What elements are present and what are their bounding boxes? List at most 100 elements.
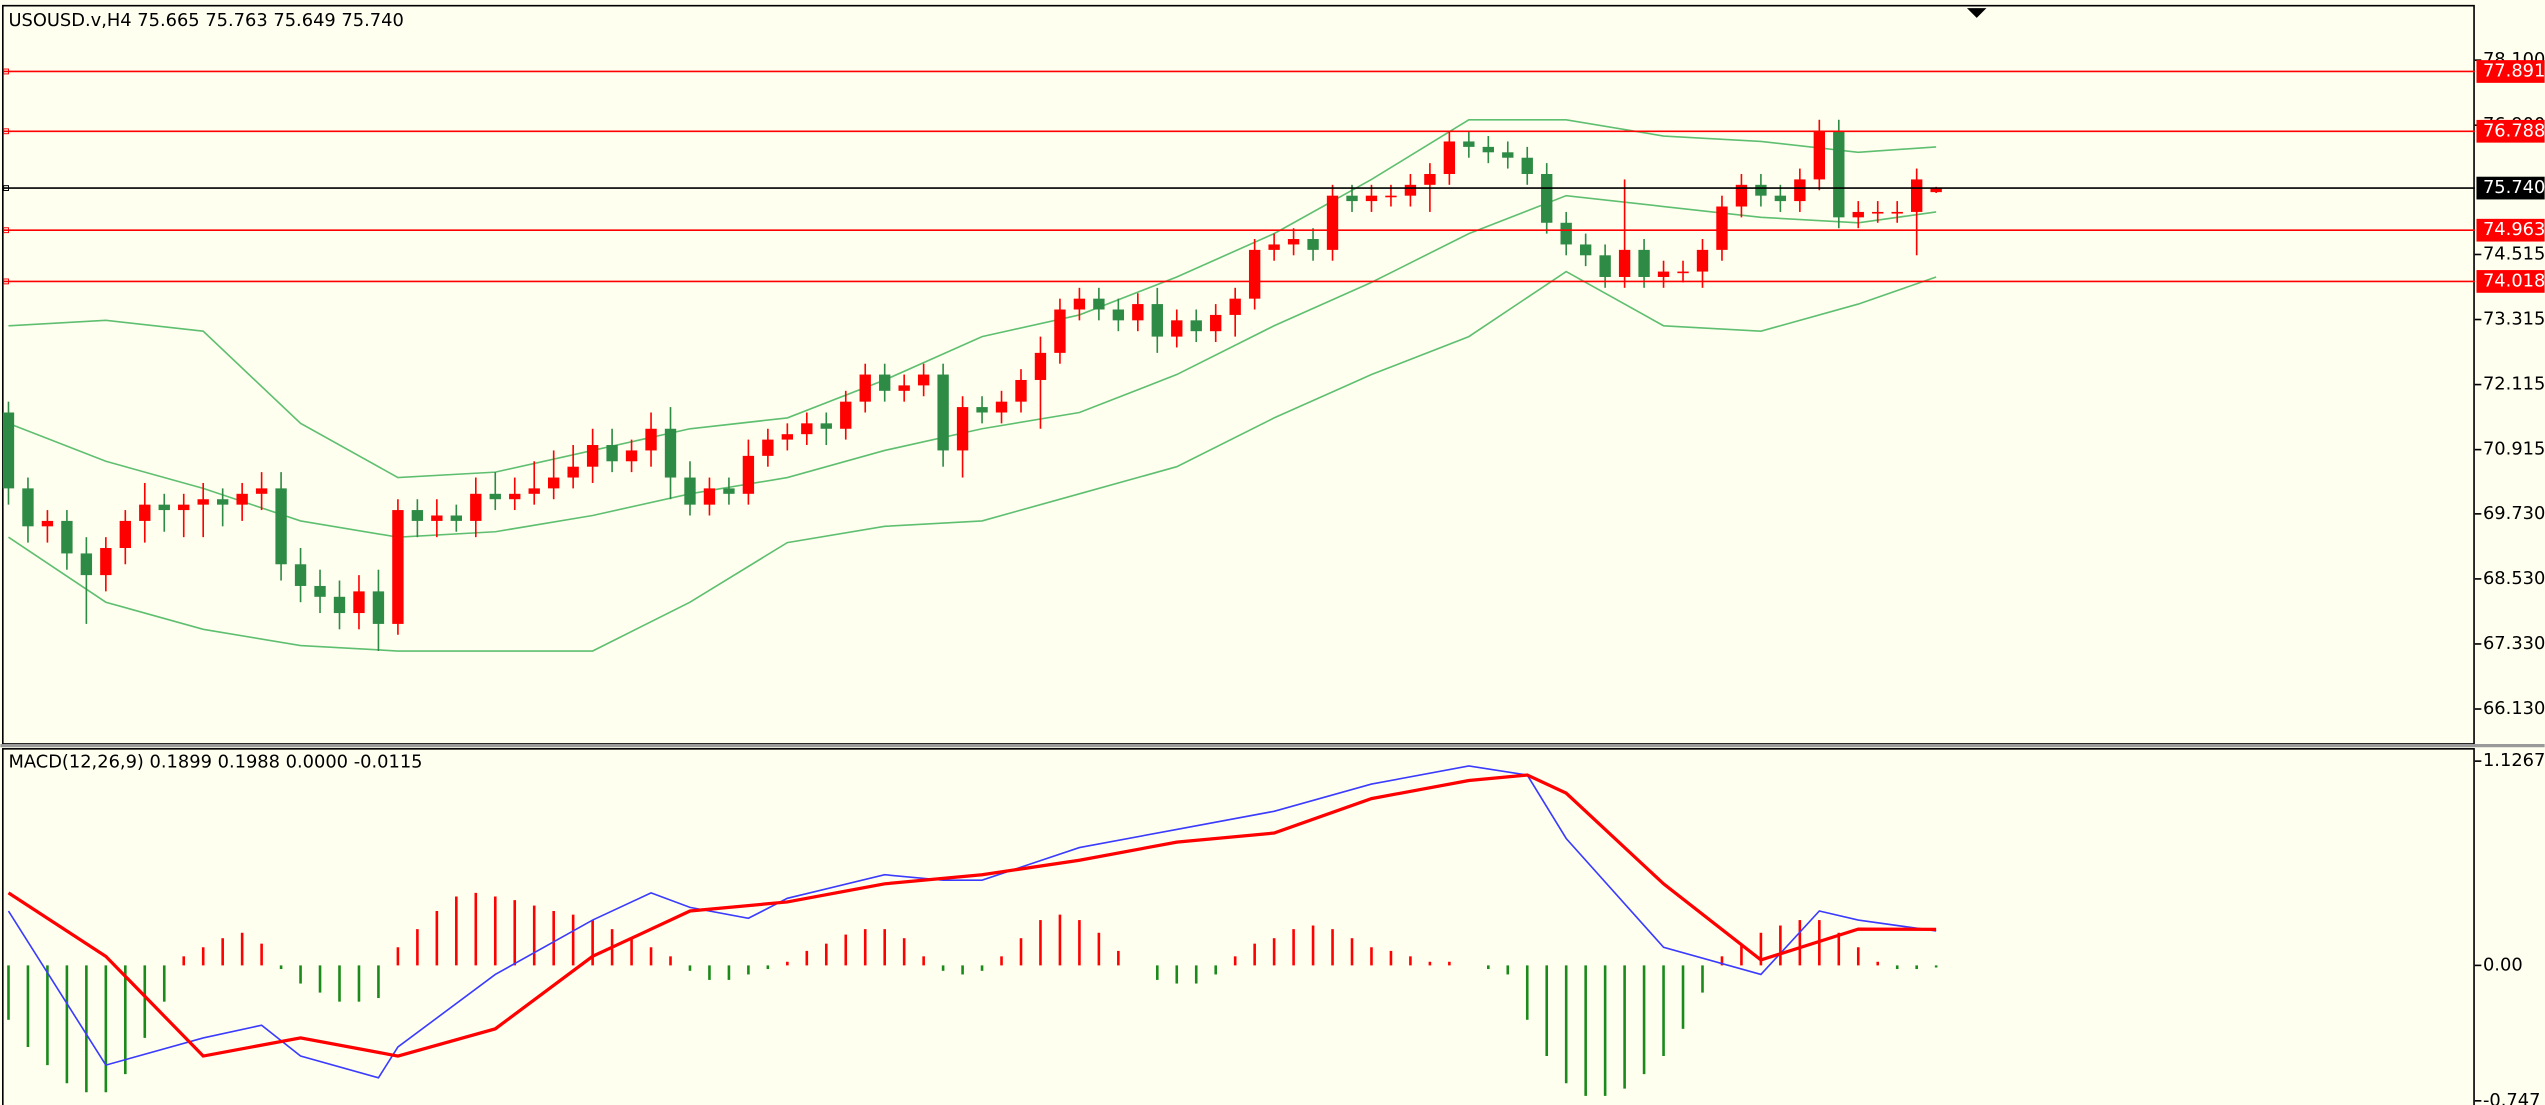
y-tick-label: 66.130 [2483,698,2545,719]
candle-body [314,585,326,597]
y-tick-label: 74.515 [2483,243,2545,264]
candle-body [1132,304,1144,321]
level-marker [3,185,9,192]
candle-body [1034,352,1047,380]
candle-body [392,510,404,624]
candle-body [956,407,969,451]
candle-body [859,374,871,402]
candle-body [606,445,618,462]
candle-body [1054,309,1066,353]
candle-body [333,596,346,614]
candle-body [61,520,73,554]
candle-body [1073,298,1086,310]
candle-body [645,428,657,451]
level-label: 74.963 [2483,219,2545,240]
candle-body [742,455,755,494]
candle-body [684,477,696,505]
candle-body [411,510,424,521]
candle-body [1502,152,1514,158]
candle-body [995,401,1008,413]
candle-body [1599,255,1611,277]
candle-body [1463,141,1475,147]
candle-body [80,553,93,576]
candle-body [139,504,151,521]
candle-body [1677,271,1689,274]
candle-body [567,466,579,478]
candle-body [236,493,248,505]
candle-body [703,488,716,505]
y-tick-label: 67.330 [2483,633,2545,654]
candle-body [1112,309,1125,321]
candle-body [1190,320,1202,332]
candle-body [255,488,268,494]
candle-body [119,520,131,549]
y-tick-label: 73.315 [2483,309,2545,330]
candle-body [275,488,287,565]
candle-body [1326,195,1339,250]
candle-body [1210,314,1222,332]
candle-body [1229,298,1241,315]
candle-body [294,564,307,586]
candle-body [664,428,677,478]
candle-body [1657,271,1670,277]
level-tag [2476,270,2545,293]
candle-body [801,423,813,435]
candle-body [489,493,501,500]
level-tag [2476,60,2545,83]
candle-body [1891,211,1903,214]
candle-body [1735,184,1748,207]
candle-body [1404,184,1417,196]
candle-body [937,374,949,451]
indicator-line [8,194,1937,538]
candle-body [528,488,540,494]
macd-panel-frame [1,748,2475,1105]
candle-body [625,450,638,462]
candle-body [586,445,599,467]
y-tick-label: 0.00 [2483,954,2523,975]
y-tick-label: 72.115 [2483,374,2545,395]
candle-body [1716,206,1728,250]
candle-body [1560,222,1572,245]
level-tag [2476,119,2545,143]
candle-body [100,548,112,576]
chart-title: USOUSD.v,H4 75.665 75.763 75.649 75.740 [8,10,403,31]
candle-body [1424,173,1436,185]
level-marker [3,128,9,135]
candle-body [178,504,190,511]
candle-body [470,493,482,521]
candle-body [840,401,852,429]
level-tag [2476,218,2545,242]
level-marker [3,68,9,75]
candle-body [1852,211,1864,218]
candle-body [353,591,365,614]
y-tick-label: 70.915 [2483,439,2545,460]
candle-body [1833,130,1845,218]
candle-body [1521,157,1533,174]
candle-body [1268,244,1280,250]
candle-body [1015,379,1027,402]
candle-body [1774,195,1787,202]
level-label: 77.891 [2483,60,2545,81]
candle-body [723,488,735,494]
level-label: 76.788 [2483,120,2545,141]
candle-body [1696,249,1709,272]
candle-body [1755,184,1767,196]
candle-body [898,385,910,391]
candle-body [1541,173,1553,223]
candle-body [820,423,832,429]
y-tick-label: 68.530 [2483,568,2545,589]
candle-body [1930,188,1942,193]
y-tick-label: -0.747 [2483,1090,2540,1105]
y-tick-label: 69.730 [2483,503,2545,524]
candle-body [158,504,170,511]
indicator-line [7,773,1937,1058]
candle-body [22,488,34,527]
candle-body [509,493,521,500]
level-marker [3,227,9,234]
candle-body [1385,195,1397,198]
candle-body [1872,211,1884,214]
candle-body [41,520,54,527]
candle-body [879,374,891,391]
candle-body [1618,249,1631,277]
